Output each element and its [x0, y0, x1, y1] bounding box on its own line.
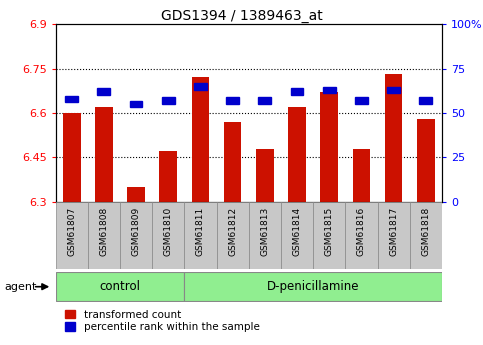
Bar [194, 83, 207, 90]
FancyBboxPatch shape [88, 202, 120, 269]
Bar [417, 119, 435, 202]
FancyBboxPatch shape [185, 272, 442, 301]
FancyBboxPatch shape [249, 202, 281, 269]
Text: GSM61817: GSM61817 [389, 207, 398, 256]
Bar [159, 151, 177, 202]
Bar [224, 122, 242, 202]
Bar [288, 107, 306, 202]
Bar [226, 97, 239, 104]
Text: GDS1394 / 1389463_at: GDS1394 / 1389463_at [161, 9, 322, 23]
Bar [162, 97, 175, 104]
Text: GSM61807: GSM61807 [67, 207, 76, 256]
FancyBboxPatch shape [185, 202, 216, 269]
Text: GSM61816: GSM61816 [357, 207, 366, 256]
Text: GSM61809: GSM61809 [131, 207, 141, 256]
FancyBboxPatch shape [120, 202, 152, 269]
Bar [291, 88, 303, 95]
Text: GSM61815: GSM61815 [325, 207, 334, 256]
FancyBboxPatch shape [281, 202, 313, 269]
Text: D-penicillamine: D-penicillamine [267, 280, 359, 293]
Bar [419, 97, 432, 104]
Text: GSM61808: GSM61808 [99, 207, 108, 256]
Bar [258, 97, 271, 104]
Bar [65, 96, 78, 102]
Bar [98, 88, 110, 95]
Bar [256, 149, 274, 202]
Bar [355, 97, 368, 104]
FancyBboxPatch shape [216, 202, 249, 269]
Legend: transformed count, percentile rank within the sample: transformed count, percentile rank withi… [61, 305, 264, 336]
Bar [192, 78, 209, 202]
Text: agent: agent [5, 282, 37, 292]
Bar [323, 87, 336, 93]
Bar [320, 92, 338, 202]
FancyBboxPatch shape [345, 202, 378, 269]
Text: GSM61813: GSM61813 [260, 207, 270, 256]
Text: GSM61818: GSM61818 [421, 207, 430, 256]
Text: GSM61814: GSM61814 [293, 207, 301, 256]
Bar [353, 149, 370, 202]
Text: GSM61811: GSM61811 [196, 207, 205, 256]
FancyBboxPatch shape [56, 272, 185, 301]
Bar [129, 101, 142, 107]
Text: GSM61812: GSM61812 [228, 207, 237, 256]
FancyBboxPatch shape [152, 202, 185, 269]
Bar [387, 87, 400, 93]
Bar [63, 113, 81, 202]
Text: GSM61810: GSM61810 [164, 207, 173, 256]
FancyBboxPatch shape [56, 202, 88, 269]
Bar [385, 75, 402, 202]
FancyBboxPatch shape [313, 202, 345, 269]
FancyBboxPatch shape [410, 202, 442, 269]
Text: control: control [99, 280, 141, 293]
Bar [127, 187, 145, 202]
Bar [95, 107, 113, 202]
FancyBboxPatch shape [378, 202, 410, 269]
